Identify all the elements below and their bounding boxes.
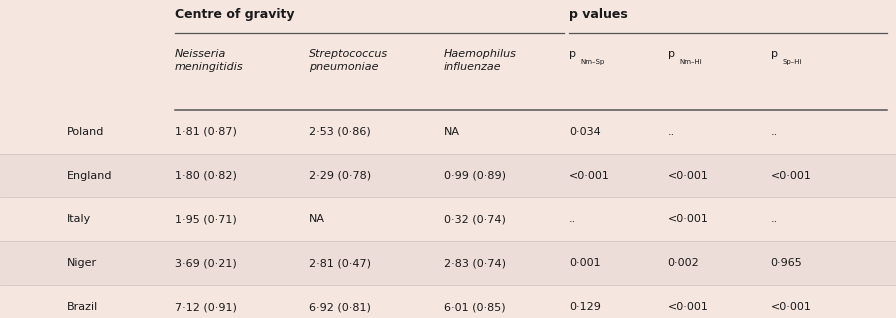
Text: Italy: Italy xyxy=(67,214,91,225)
Text: 6·92 (0·81): 6·92 (0·81) xyxy=(309,302,371,312)
Bar xyxy=(0,241,896,285)
Text: p values: p values xyxy=(569,8,628,21)
Text: 2·29 (0·78): 2·29 (0·78) xyxy=(309,170,371,181)
Text: Poland: Poland xyxy=(67,127,105,137)
Text: 2·83 (0·74): 2·83 (0·74) xyxy=(444,258,505,268)
Text: 0·002: 0·002 xyxy=(668,258,699,268)
Text: 0·034: 0·034 xyxy=(569,127,600,137)
Text: <0·001: <0·001 xyxy=(668,302,709,312)
Text: Sp–Hi: Sp–Hi xyxy=(782,59,802,65)
Text: p: p xyxy=(668,49,675,59)
Text: ..: .. xyxy=(771,127,778,137)
Text: <0·001: <0·001 xyxy=(569,170,610,181)
Text: 1·95 (0·71): 1·95 (0·71) xyxy=(175,214,237,225)
Bar xyxy=(0,154,896,197)
Text: Centre of gravity: Centre of gravity xyxy=(175,8,294,21)
Text: 6·01 (0·85): 6·01 (0·85) xyxy=(444,302,505,312)
Text: Streptococcus
pneumoniae: Streptococcus pneumoniae xyxy=(309,49,388,72)
Text: 0·99 (0·89): 0·99 (0·89) xyxy=(444,170,505,181)
Text: ..: .. xyxy=(668,127,675,137)
Text: Brazil: Brazil xyxy=(67,302,99,312)
Text: <0·001: <0·001 xyxy=(668,214,709,225)
Text: <0·001: <0·001 xyxy=(771,170,812,181)
Text: England: England xyxy=(67,170,113,181)
Text: <0·001: <0·001 xyxy=(771,302,812,312)
Text: 1·80 (0·82): 1·80 (0·82) xyxy=(175,170,237,181)
Text: Nm–Sp: Nm–Sp xyxy=(581,59,605,65)
Text: <0·001: <0·001 xyxy=(668,170,709,181)
Text: 2·81 (0·47): 2·81 (0·47) xyxy=(309,258,371,268)
Text: Niger: Niger xyxy=(67,258,98,268)
Text: Neisseria
meningitidis: Neisseria meningitidis xyxy=(175,49,244,72)
Text: 0·129: 0·129 xyxy=(569,302,601,312)
Text: p: p xyxy=(569,49,576,59)
Text: 3·69 (0·21): 3·69 (0·21) xyxy=(175,258,237,268)
Text: Nm–Hi: Nm–Hi xyxy=(679,59,702,65)
Text: 1·81 (0·87): 1·81 (0·87) xyxy=(175,127,237,137)
Text: ..: .. xyxy=(569,214,576,225)
Text: 0·001: 0·001 xyxy=(569,258,600,268)
Text: Haemophilus
influenzae: Haemophilus influenzae xyxy=(444,49,516,72)
Text: ..: .. xyxy=(771,214,778,225)
Text: 2·53 (0·86): 2·53 (0·86) xyxy=(309,127,371,137)
Text: p: p xyxy=(771,49,778,59)
Text: NA: NA xyxy=(444,127,460,137)
Text: 0·965: 0·965 xyxy=(771,258,802,268)
Text: 0·32 (0·74): 0·32 (0·74) xyxy=(444,214,505,225)
Text: 7·12 (0·91): 7·12 (0·91) xyxy=(175,302,237,312)
Text: NA: NA xyxy=(309,214,325,225)
